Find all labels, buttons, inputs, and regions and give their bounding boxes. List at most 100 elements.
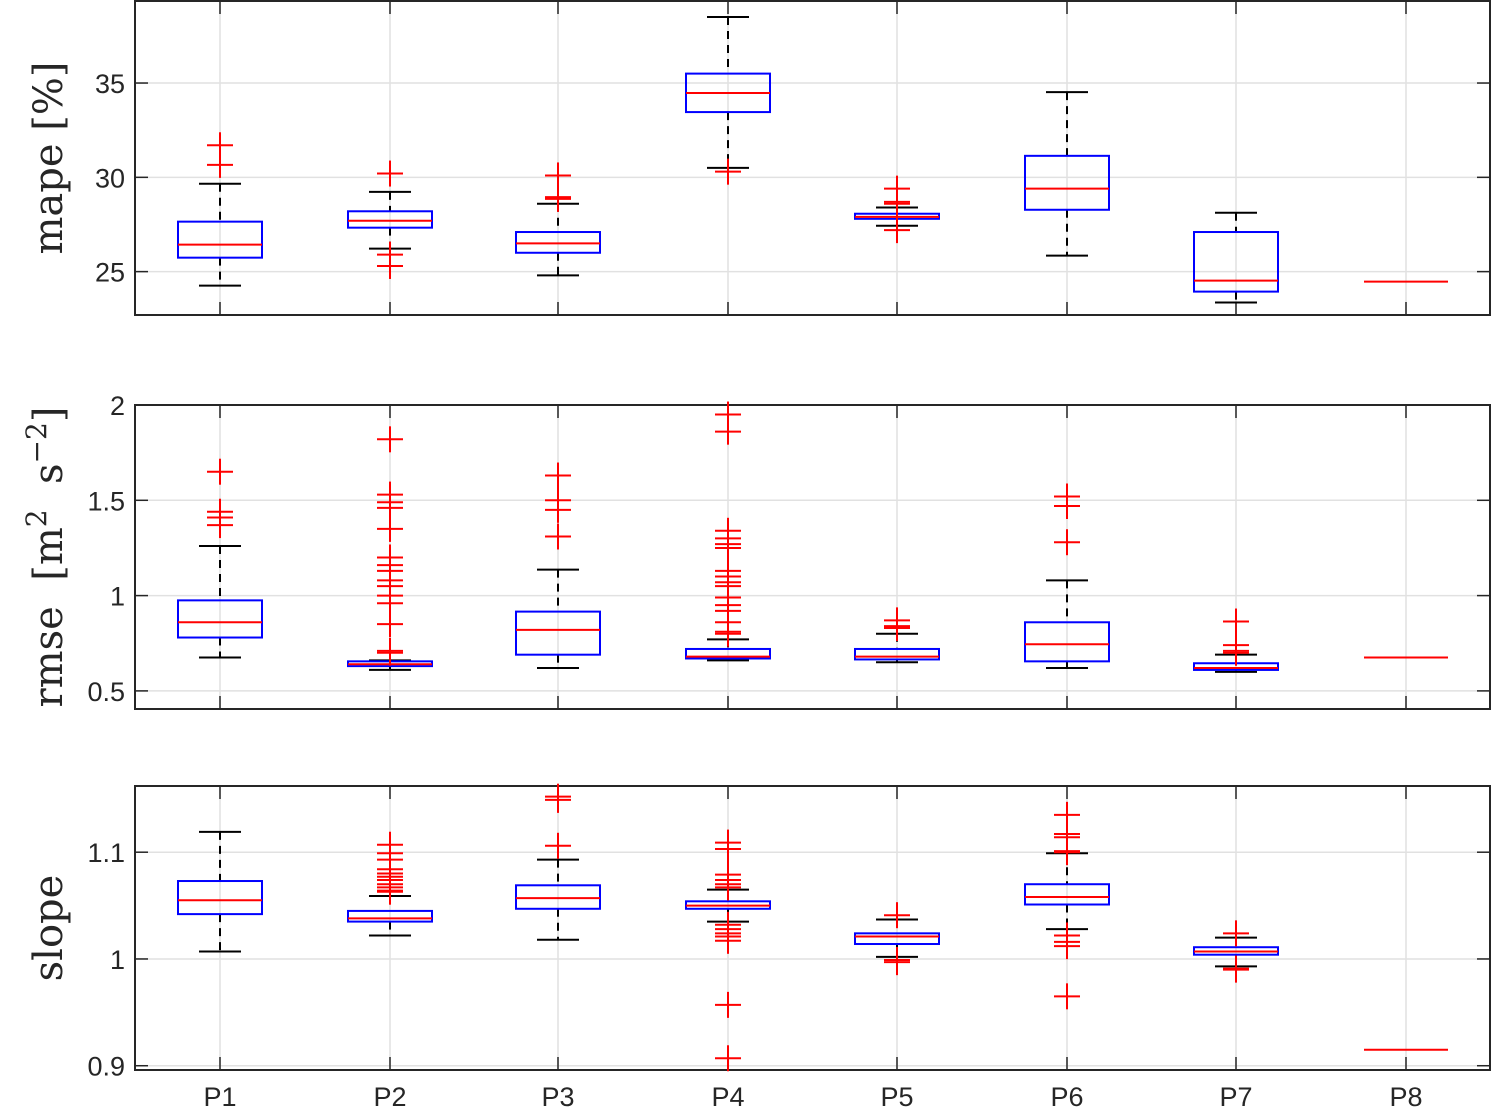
iqr-box	[1024, 154, 1110, 211]
y-tick-label: 2	[110, 391, 125, 421]
y-tick-label: 30	[95, 163, 125, 193]
iqr-box	[854, 647, 940, 661]
box-group-p2	[347, 426, 433, 671]
box-group-p1	[177, 830, 263, 953]
iqr-box	[177, 599, 263, 639]
iqr-box	[347, 909, 433, 923]
outlier-marker	[377, 611, 403, 638]
box-group-p3	[515, 462, 601, 670]
outlier-marker	[377, 252, 403, 279]
y-tick-label: 1	[110, 945, 125, 975]
box-group-p3	[515, 783, 601, 941]
box-group-p4	[685, 401, 771, 662]
box-group-p4	[685, 829, 771, 1072]
y-axis-title-part: s	[26, 463, 72, 509]
y-axis-title-part: ]	[26, 407, 72, 423]
iqr-box	[685, 647, 771, 660]
y-axis-title: mape [%]	[26, 62, 72, 255]
outlier-marker	[715, 927, 741, 954]
outlier-marker	[1223, 956, 1249, 983]
axes-frame	[134, 0, 1491, 316]
box-group-p2	[347, 831, 433, 937]
axes-frame	[134, 785, 1491, 1071]
iqr-box	[177, 220, 263, 259]
outlier-marker	[207, 512, 233, 539]
box-group-p1	[177, 458, 263, 659]
outlier-marker	[715, 418, 741, 445]
box-group-p6	[1024, 801, 1110, 1010]
outlier-marker	[207, 458, 233, 485]
outlier-marker	[545, 162, 571, 189]
box-group-p5	[854, 175, 940, 244]
x-tick-label: P1	[203, 1082, 236, 1112]
y-tick-label: 0.9	[87, 1052, 125, 1082]
y-tick-label: 0.5	[87, 677, 125, 707]
axes-frame	[134, 404, 1491, 710]
iqr-box	[515, 610, 601, 656]
box-group-p2	[347, 160, 433, 279]
outlier-marker	[715, 874, 741, 901]
mape-panel: 25 30 35 mape [%]	[26, 0, 1491, 316]
y-axis-title: slope	[26, 875, 72, 982]
x-tick-label: P6	[1050, 1082, 1083, 1112]
outlier-marker	[1054, 839, 1080, 866]
outlier-marker	[884, 217, 910, 244]
box-group-p3	[515, 162, 601, 277]
x-tick-label: P2	[373, 1082, 406, 1112]
box-group-p7	[1193, 920, 1279, 983]
y-axis-title-part: −2	[20, 422, 53, 463]
outlier-marker	[1054, 529, 1080, 556]
iqr-box	[1193, 231, 1279, 293]
outlier-marker	[545, 462, 571, 489]
y-tick-label: 1.5	[87, 486, 125, 516]
outlier-marker	[884, 188, 910, 215]
x-tick-label: P4	[711, 1082, 744, 1112]
iqr-box	[854, 932, 940, 946]
outlier-marker	[377, 878, 403, 905]
outlier-marker	[884, 949, 910, 976]
outlier-marker	[377, 639, 403, 666]
outlier-marker	[1054, 983, 1080, 1010]
outlier-marker	[715, 534, 741, 561]
outlier-marker	[377, 160, 403, 187]
iqr-box	[1024, 621, 1110, 663]
y-axis-title-part: rmse [m	[26, 527, 72, 707]
outlier-marker	[715, 620, 741, 647]
y-tick-label: 1	[110, 582, 125, 612]
outlier-marker	[1223, 608, 1249, 635]
box-group-p7	[1193, 608, 1279, 673]
y-tick-label: 25	[95, 258, 125, 288]
y-axis-title-part: 2	[20, 509, 53, 527]
iqr-box	[177, 880, 263, 916]
box-group-p5	[854, 607, 940, 664]
outlier-marker	[1054, 493, 1080, 520]
outlier-marker	[545, 184, 571, 211]
outlier-marker	[715, 835, 741, 862]
y-tick-label: 1.1	[87, 838, 125, 868]
iqr-box	[515, 884, 601, 910]
iqr-box	[1024, 883, 1110, 906]
box-group-p4	[685, 16, 771, 185]
y-axis-title: rmse [m2 s−2]	[20, 407, 72, 708]
box-group-p6	[1024, 483, 1110, 670]
outlier-marker	[545, 496, 571, 523]
box-group-p7	[1193, 211, 1279, 304]
iqr-box	[347, 210, 433, 229]
outlier-marker	[715, 158, 741, 185]
outlier-marker	[377, 515, 403, 542]
x-tick-label: P3	[541, 1082, 574, 1112]
outlier-marker	[715, 1045, 741, 1072]
x-tick-label: P7	[1219, 1082, 1252, 1112]
outlier-marker	[1054, 933, 1080, 960]
outlier-marker	[545, 832, 571, 859]
slope-panel: 0.9 1 1.1 P1 P2 P3 P4 P5 P6 P7 P8 slope	[26, 783, 1491, 1112]
outlier-marker	[1223, 639, 1249, 666]
outlier-marker	[1223, 920, 1249, 947]
box-group-p5	[854, 902, 940, 976]
outlier-marker	[545, 786, 571, 813]
outlier-marker	[377, 426, 403, 453]
y-tick-label: 35	[95, 69, 125, 99]
outlier-marker	[884, 614, 910, 641]
